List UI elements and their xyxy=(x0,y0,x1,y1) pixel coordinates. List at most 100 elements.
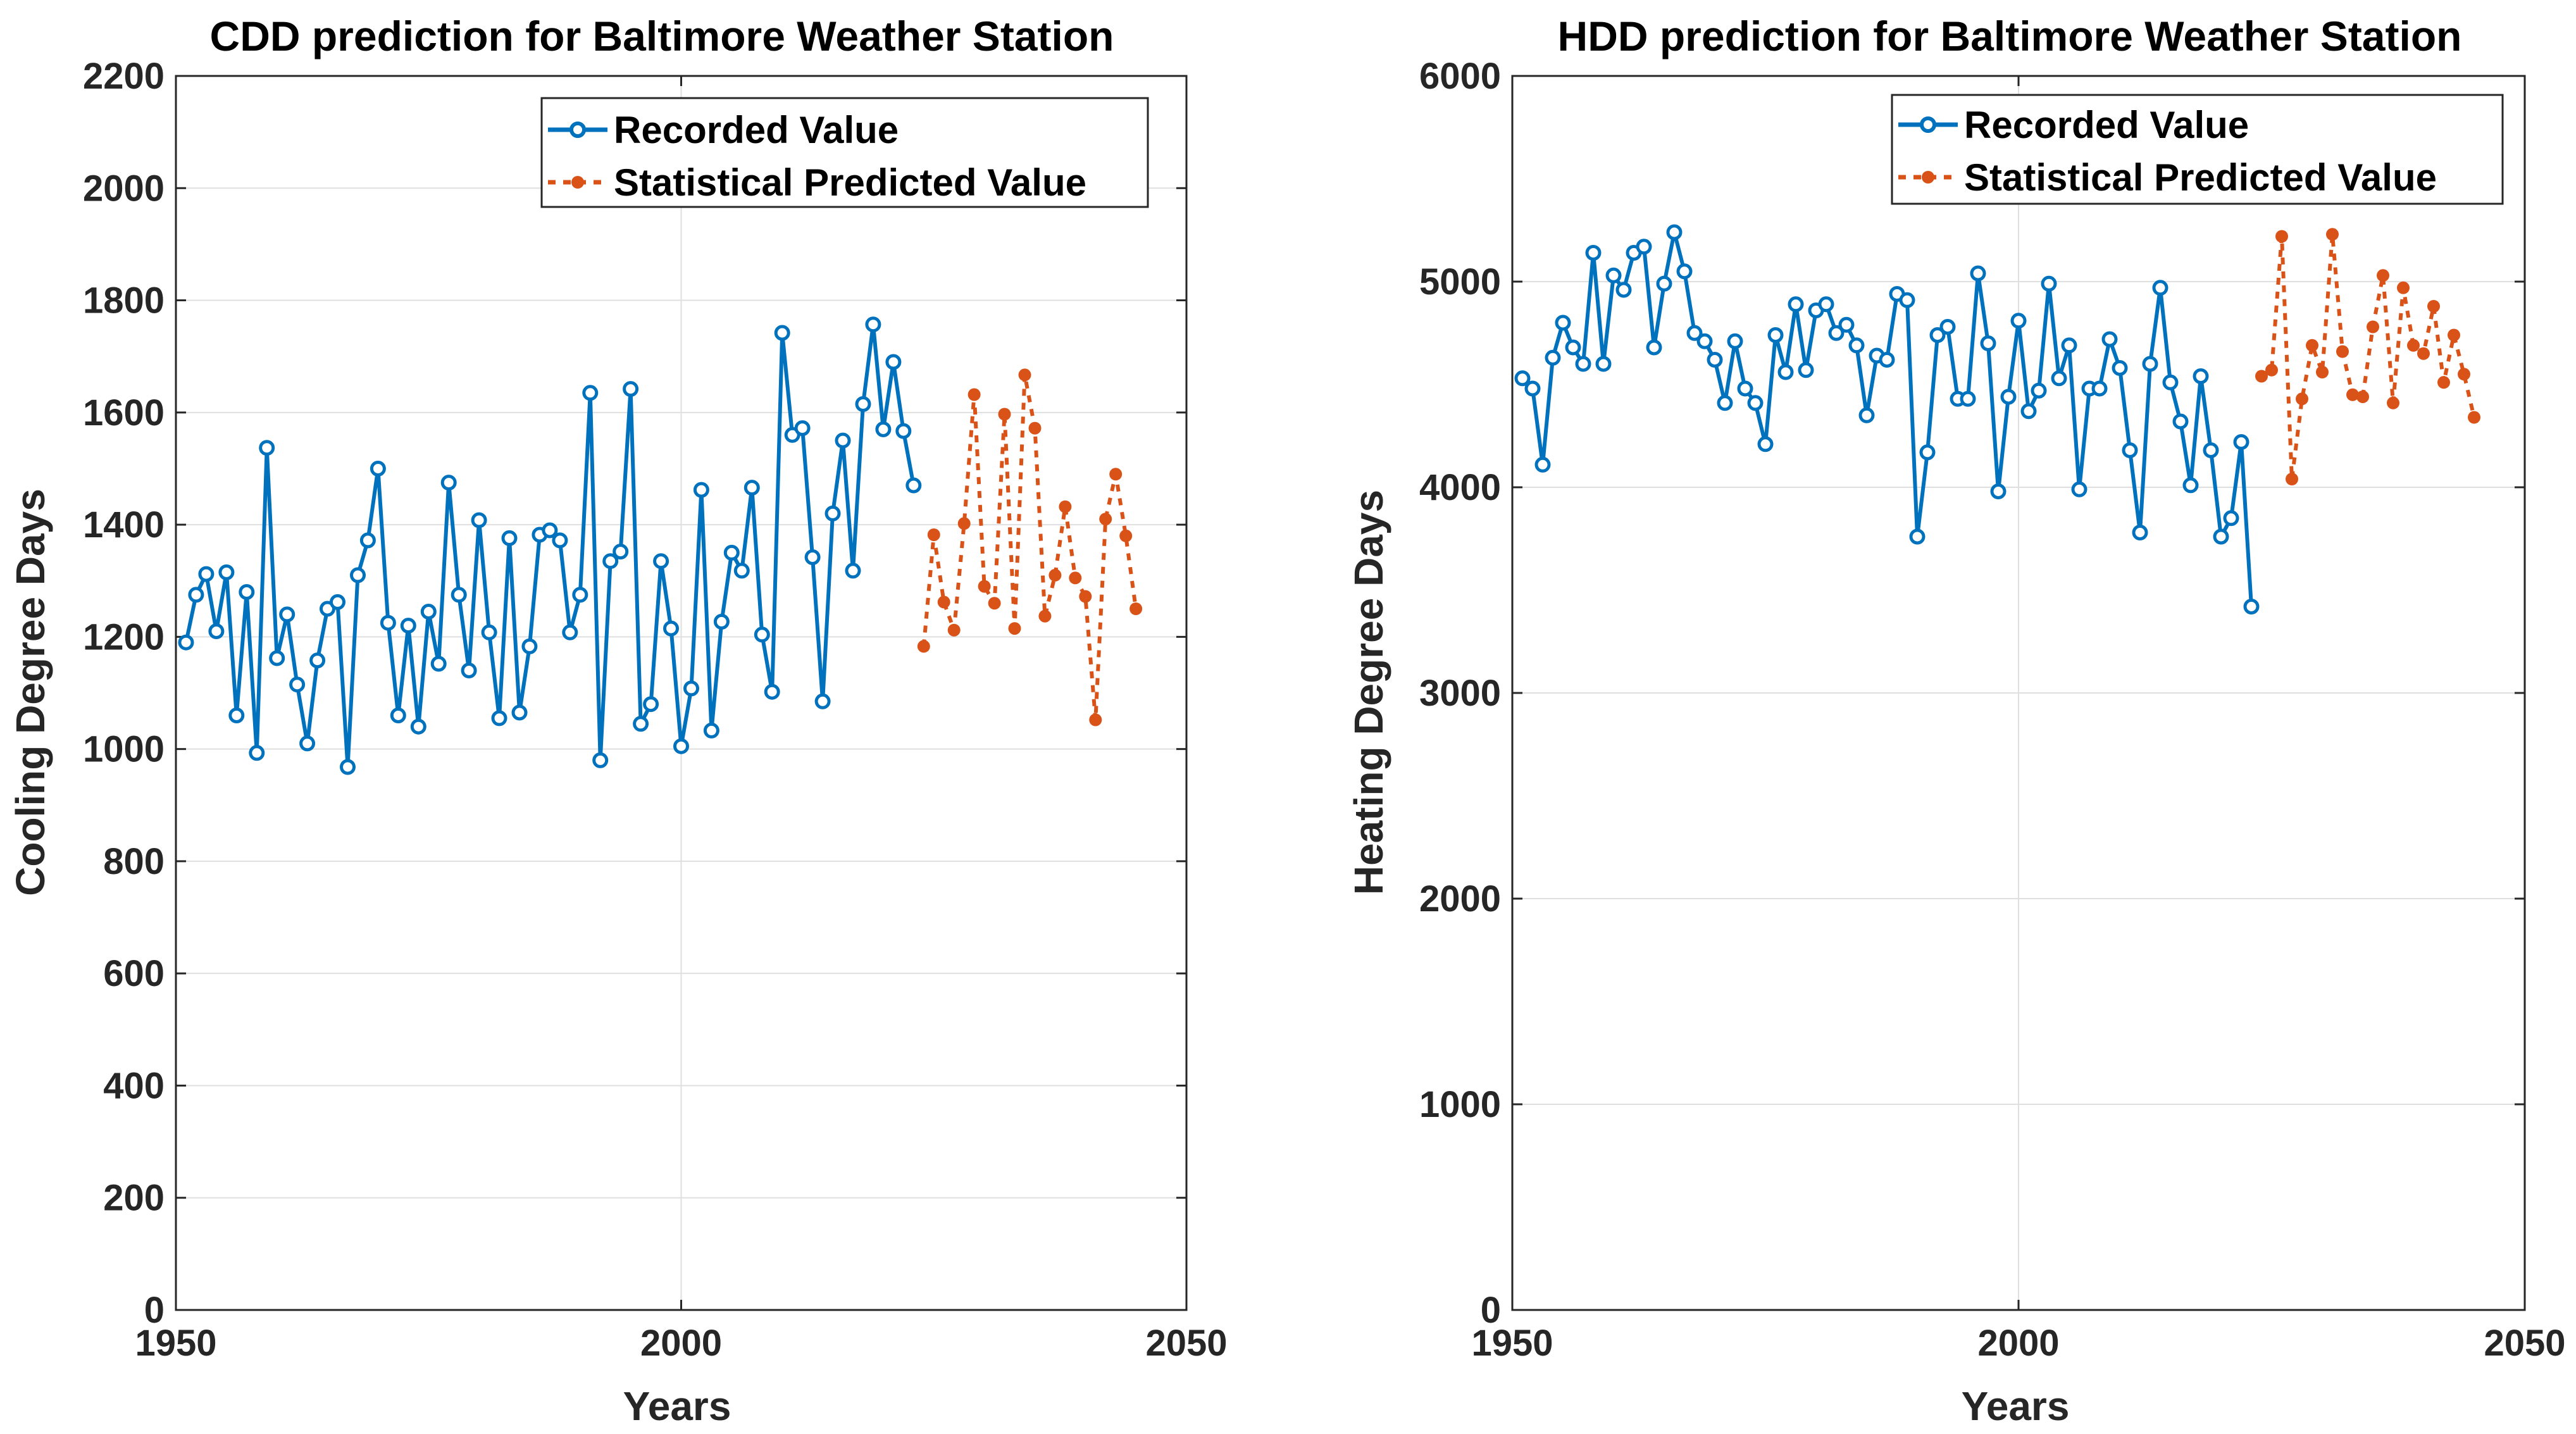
hdd-recorded-point xyxy=(1788,296,1804,313)
hdd-predicted-point xyxy=(2356,390,2369,403)
cdd-recorded-point xyxy=(794,420,811,437)
hdd-predicted-point xyxy=(2316,366,2329,378)
cdd-recorded-point xyxy=(380,614,396,631)
cdd-recorded-point xyxy=(461,663,477,678)
cdd-x-tick-label: 2000 xyxy=(640,1323,722,1364)
cdd-legend-recorded-label: Recorded Value xyxy=(614,109,899,151)
hdd-recorded-point xyxy=(2152,280,2168,296)
cdd-x-tick-label: 2050 xyxy=(1145,1323,1227,1364)
hdd-recorded-point xyxy=(1828,325,1845,341)
cdd-predicted-point xyxy=(1059,500,1072,513)
cdd-recorded-point xyxy=(875,421,892,437)
hdd-predicted-point xyxy=(2448,328,2460,342)
hdd-predicted-point xyxy=(2468,411,2480,424)
cdd-predicted-point xyxy=(1109,468,1123,481)
cdd-recorded-point xyxy=(855,396,871,412)
cdd-recorded-point xyxy=(744,480,760,496)
cdd-y-tick-label: 1800 xyxy=(83,280,165,321)
cdd-predicted-point xyxy=(927,528,940,541)
hdd-recorded-point xyxy=(1990,483,2007,499)
cdd-recorded-point xyxy=(440,475,457,491)
hdd-recorded-point xyxy=(1980,335,1996,351)
hdd-recorded-point xyxy=(1727,333,1743,349)
cdd-recorded-point xyxy=(330,594,345,610)
cdd-recorded-point xyxy=(218,564,235,580)
cdd-y-tick-label: 1000 xyxy=(83,729,165,770)
cdd-y-tick-label: 800 xyxy=(103,841,165,882)
cdd-recorded-point xyxy=(208,623,225,639)
hdd-recorded-point xyxy=(2071,481,2088,497)
hdd-recorded-point xyxy=(1555,315,1571,331)
hdd-recorded-point xyxy=(2132,525,2148,540)
hdd-predicted-point xyxy=(2336,345,2349,358)
hdd-recorded-point xyxy=(1757,436,1774,452)
cdd-predicted-point xyxy=(957,517,971,530)
cdd-predicted-point xyxy=(1119,529,1133,542)
hdd-predicted-point xyxy=(2275,230,2288,243)
cdd-recorded-point xyxy=(491,710,507,726)
hdd-recorded-point xyxy=(2233,434,2249,450)
hdd-chart-title: HDD prediction for Baltimore Weather Sta… xyxy=(1558,13,2462,59)
hdd-recorded-point xyxy=(2010,313,2027,329)
cdd-recorded-point xyxy=(309,652,326,669)
hdd-predicted-point xyxy=(2427,300,2440,313)
hdd-predicted-point xyxy=(2387,396,2399,409)
hdd-recorded-point xyxy=(2101,331,2118,347)
hdd-y-tick-label: 0 xyxy=(1481,1290,1501,1331)
cdd-recorded-point xyxy=(683,680,699,697)
hdd-y-tick-label: 1000 xyxy=(1419,1084,1501,1125)
hdd-recorded-point xyxy=(1707,352,1723,368)
cdd-recorded-point xyxy=(451,587,467,603)
cdd-recorded-point xyxy=(511,704,528,721)
cdd-predicted-point xyxy=(1079,590,1092,603)
cdd-y-tick-label: 0 xyxy=(144,1290,165,1331)
cdd-predicted-point xyxy=(1069,571,1082,585)
cdd-recorded-point xyxy=(471,512,487,528)
hdd-recorded-point xyxy=(1636,239,1652,255)
cdd-legend: Recorded Value Statistical Predicted Val… xyxy=(540,97,1149,208)
cdd-recorded-point xyxy=(400,618,416,634)
cdd-recorded-point xyxy=(178,634,194,651)
cdd-y-tick-label: 1200 xyxy=(83,616,165,658)
hdd-recorded-point xyxy=(2162,374,2179,390)
hdd-recorded-point xyxy=(2182,477,2199,494)
cdd-recorded-point xyxy=(340,759,356,775)
cdd-y-axis-label: Cooling Degree Days xyxy=(8,489,53,896)
hdd-predicted-point xyxy=(2437,376,2450,389)
cdd-recorded-point xyxy=(824,505,841,521)
hdd-recorded-point xyxy=(2031,382,2047,399)
hdd-recorded-point xyxy=(1848,337,1865,354)
cdd-chart: CDD prediction for Baltimore Weather Sta… xyxy=(8,13,1228,1429)
hdd-recorded-point xyxy=(2142,356,2158,372)
hdd-recorded-point xyxy=(2061,337,2077,354)
hdd-chart: HDD prediction for Baltimore Weather Sta… xyxy=(1346,13,2566,1429)
hdd-recorded-point xyxy=(1666,224,1683,240)
hdd-recorded-point xyxy=(1686,325,1703,341)
cdd-predicted-point xyxy=(998,408,1011,421)
cdd-recorded-point xyxy=(835,432,851,449)
cdd-predicted-point xyxy=(1008,622,1021,635)
cdd-legend-predicted-label: Statistical Predicted Value xyxy=(614,161,1086,204)
cdd-chart-title: CDD prediction for Baltimore Weather Sta… xyxy=(210,13,1114,59)
hdd-recorded-point xyxy=(1777,364,1794,380)
hdd-recorded-point xyxy=(2041,275,2057,292)
cdd-y-tick-label: 400 xyxy=(103,1065,165,1106)
hdd-recorded-point xyxy=(1524,380,1541,397)
cdd-recorded-point xyxy=(895,423,912,439)
cdd-recorded-point xyxy=(865,316,881,333)
hdd-recorded-point xyxy=(1939,319,1956,335)
cdd-predicted-point xyxy=(1028,421,1042,435)
hdd-recorded-point xyxy=(1818,296,1834,313)
hdd-recorded-point xyxy=(1545,349,1561,366)
hdd-x-axis-label: Years xyxy=(1962,1383,2070,1429)
cdd-series-group xyxy=(178,316,1143,775)
hdd-recorded-point xyxy=(1838,316,1855,333)
cdd-y-tick-label: 2000 xyxy=(83,168,165,209)
hdd-predicted-point xyxy=(2326,228,2339,241)
cdd-recorded-point xyxy=(653,553,669,570)
hdd-predicted-point xyxy=(2458,368,2470,381)
cdd-recorded-point xyxy=(764,683,780,700)
cdd-predicted-point xyxy=(988,597,1001,610)
cdd-predicted-point xyxy=(978,580,991,593)
hdd-legend-recorded-label: Recorded Value xyxy=(1964,104,2249,146)
